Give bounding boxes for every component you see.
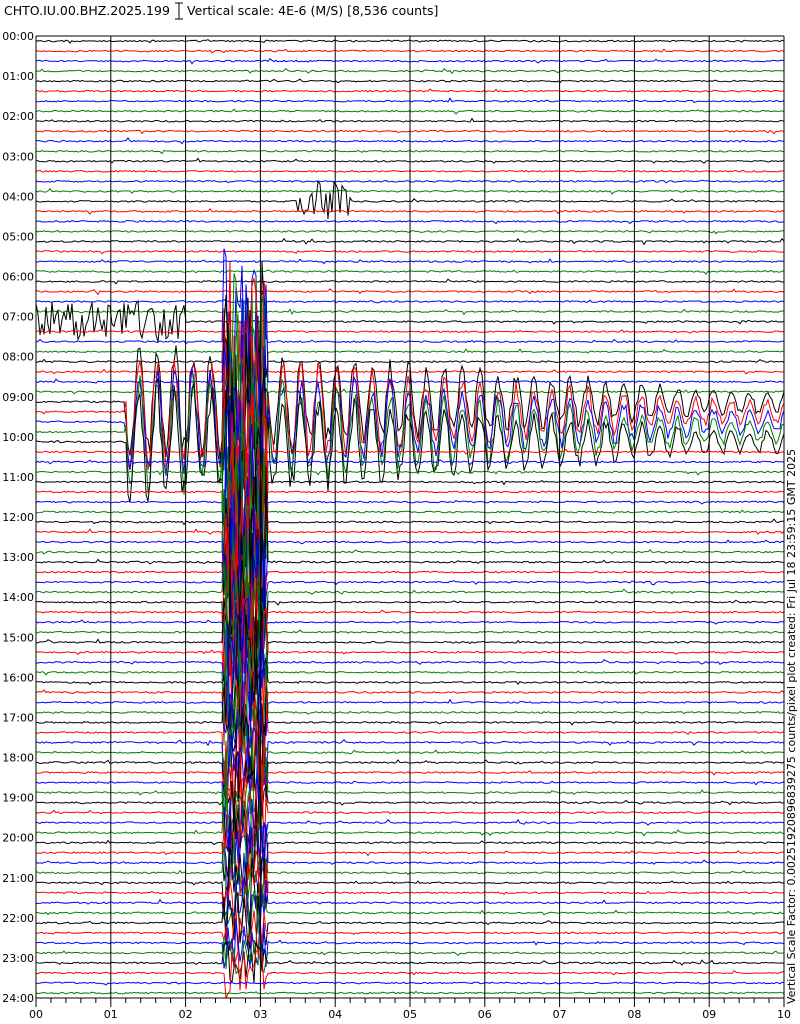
y-tick-label: 09:00 [2, 391, 34, 404]
x-tick-label: 05 [403, 1008, 417, 1021]
scale-bar-icon [175, 2, 183, 20]
y-tick-label: 15:00 [2, 631, 34, 644]
y-tick-label: 18:00 [2, 752, 34, 765]
x-tick-label: 07 [553, 1008, 567, 1021]
y-tick-label: 21:00 [2, 872, 34, 885]
y-tick-label: 00:00 [2, 30, 34, 43]
x-tick-label: 01 [104, 1008, 118, 1021]
y-tick-label: 16:00 [2, 671, 34, 684]
y-tick-label: 08:00 [2, 351, 34, 364]
y-tick-label: 10:00 [2, 431, 34, 444]
x-tick-label: 00 [29, 1008, 43, 1021]
y-tick-label: 19:00 [2, 792, 34, 805]
y-axis-labels: 00:00 01:00 02:00 03:00 04:00 05:00 06:00 07:00… [2, 30, 34, 1005]
y-tick-label: 23:00 [2, 952, 34, 965]
y-tick-label: 03:00 [2, 150, 34, 163]
y-tick-label: 11:00 [2, 471, 34, 484]
y-tick-label: 24:00 [2, 992, 34, 1005]
x-tick-label: 02 [179, 1008, 193, 1021]
vertical-scale-label: Vertical scale: 4E-6 (M/S) [8,536 counts… [187, 3, 438, 18]
y-tick-label: 04:00 [2, 190, 34, 203]
x-tick-label: 10 [777, 1008, 791, 1021]
y-tick-label: 01:00 [2, 70, 34, 83]
y-tick-label: 05:00 [2, 230, 34, 243]
y-tick-label: 12:00 [2, 511, 34, 524]
y-tick-label: 22:00 [2, 912, 34, 925]
x-axis: 00 01 02 03 04 05 06 07 08 09 10 [29, 998, 791, 1021]
x-tick-label: 09 [702, 1008, 716, 1021]
y-tick-label: 14:00 [2, 591, 34, 604]
x-tick-label: 08 [627, 1008, 641, 1021]
y-tick-label: 07:00 [2, 311, 34, 324]
x-tick-label: 04 [328, 1008, 342, 1021]
y-tick-label: 17:00 [2, 711, 34, 724]
x-tick-label: 06 [478, 1008, 492, 1021]
vertical-scale-factor-note: Vertical Scale Factor: 0.002519208968392… [785, 449, 798, 1004]
y-tick-label: 13:00 [2, 551, 34, 564]
y-tick-label: 02:00 [2, 110, 34, 123]
y-tick-label: 06:00 [2, 271, 34, 284]
x-tick-label: 03 [253, 1008, 267, 1021]
station-title: CHTO.IU.00.BHZ.2025.199 [4, 3, 170, 18]
y-tick-label: 20:00 [2, 832, 34, 845]
grid-lines [35, 35, 785, 999]
